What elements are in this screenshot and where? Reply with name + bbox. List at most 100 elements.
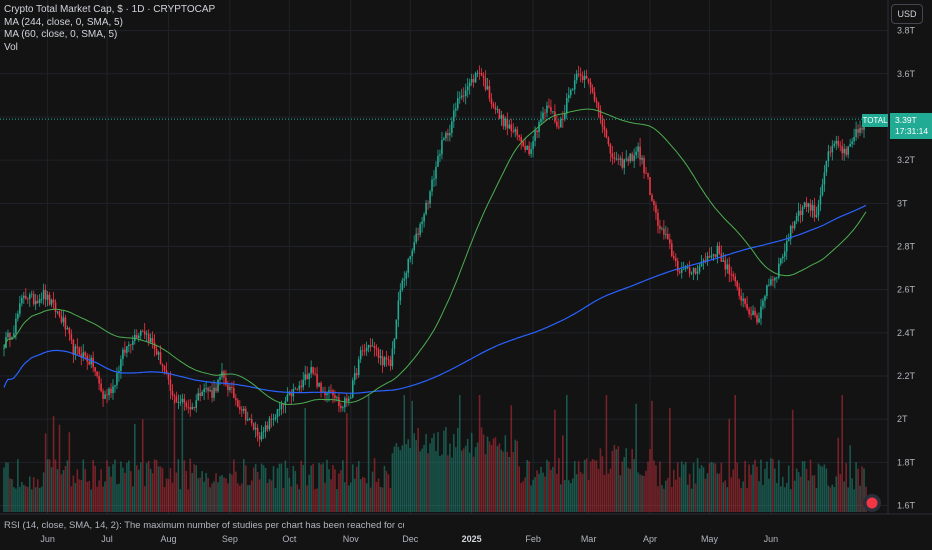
candle-body[interactable] [7, 332, 9, 338]
candle-body[interactable] [371, 345, 374, 347]
candle-body[interactable] [80, 354, 83, 358]
candle-body[interactable] [181, 398, 184, 402]
candle-body[interactable] [460, 95, 463, 98]
candle-body[interactable] [785, 240, 788, 252]
candle-body[interactable] [264, 425, 267, 432]
candle-body[interactable] [451, 121, 453, 134]
candle-body[interactable] [157, 352, 160, 355]
symbol-title[interactable]: Crypto Total Market Cap, $ · 1D · CRYPTO… [4, 4, 216, 15]
candle-body[interactable] [355, 373, 358, 376]
candle-body[interactable] [861, 127, 863, 130]
candle-body[interactable] [564, 113, 566, 120]
candle-body[interactable] [661, 228, 663, 230]
candle-body[interactable] [189, 407, 192, 410]
candle-body[interactable] [546, 105, 548, 113]
candle-body[interactable] [433, 178, 435, 180]
candle-body[interactable] [84, 352, 87, 356]
candle-body[interactable] [235, 398, 237, 401]
candle-body[interactable] [548, 105, 550, 108]
candle-body[interactable] [209, 390, 211, 392]
candle-body[interactable] [40, 298, 43, 300]
candle-body[interactable] [490, 98, 493, 105]
candle-body[interactable] [536, 130, 538, 133]
candle-body[interactable] [389, 359, 392, 367]
candle-body[interactable] [688, 267, 691, 274]
candle-body[interactable] [48, 294, 51, 305]
candle-body[interactable] [696, 271, 699, 274]
candle-body[interactable] [811, 205, 814, 211]
candle-body[interactable] [270, 418, 273, 420]
candle-body[interactable] [530, 149, 532, 155]
candle-body[interactable] [550, 107, 552, 112]
candle-body[interactable] [787, 239, 790, 241]
candle-body[interactable] [655, 205, 657, 213]
candle-body[interactable] [458, 97, 461, 99]
candle-body[interactable] [38, 299, 41, 303]
candle-body[interactable] [252, 423, 255, 430]
candle-body[interactable] [601, 119, 604, 127]
candle-body[interactable] [126, 346, 128, 353]
candle-body[interactable] [841, 146, 844, 154]
candle-body[interactable] [375, 348, 378, 350]
candle-body[interactable] [740, 295, 742, 301]
candle-body[interactable] [718, 245, 721, 254]
candle-body[interactable] [155, 349, 158, 355]
candle-body[interactable] [609, 144, 612, 154]
candle-body[interactable] [151, 338, 154, 343]
candle-body[interactable] [554, 111, 556, 122]
candle-body[interactable] [453, 110, 455, 122]
candle-body[interactable] [728, 264, 731, 275]
candle-body[interactable] [587, 78, 590, 83]
candle-body[interactable] [684, 267, 687, 269]
candle-body[interactable] [672, 256, 675, 259]
candle-body[interactable] [244, 408, 247, 421]
candle-body[interactable] [466, 86, 469, 91]
candle-body[interactable] [42, 290, 45, 299]
candle-body[interactable] [102, 391, 104, 399]
candle-body[interactable] [678, 271, 681, 273]
candle-body[interactable] [456, 98, 459, 109]
candle-body[interactable] [571, 89, 574, 91]
candle-body[interactable] [336, 397, 338, 399]
candle-body[interactable] [686, 267, 689, 269]
candle-body[interactable] [651, 194, 653, 201]
candle-body[interactable] [393, 338, 396, 349]
candle-body[interactable] [781, 256, 784, 259]
candle-body[interactable] [754, 310, 756, 316]
candle-body[interactable] [399, 289, 402, 301]
candle-body[interactable] [538, 122, 540, 133]
legend-ma60[interactable]: MA (60, close, 0, SMA, 5) [4, 29, 118, 40]
candle-body[interactable] [789, 225, 792, 240]
candle-body[interactable] [779, 258, 782, 264]
candle-body[interactable] [213, 387, 215, 398]
candle-body[interactable] [674, 258, 677, 262]
candle-body[interactable] [130, 344, 132, 346]
candle-body[interactable] [197, 393, 199, 401]
candle-body[interactable] [639, 146, 641, 160]
candle-body[interactable] [488, 86, 491, 99]
candle-body[interactable] [813, 205, 816, 217]
candle-body[interactable] [857, 129, 859, 133]
candle-body[interactable] [52, 299, 55, 303]
candle-body[interactable] [783, 251, 786, 257]
candle-body[interactable] [764, 295, 766, 301]
candle-body[interactable] [823, 172, 826, 185]
candle-body[interactable] [522, 141, 524, 147]
candle-body[interactable] [409, 256, 412, 260]
candle-body[interactable] [772, 279, 774, 281]
candle-body[interactable] [633, 155, 635, 161]
candle-body[interactable] [508, 124, 511, 129]
candle-body[interactable] [641, 157, 643, 160]
candle-body[interactable] [58, 311, 61, 316]
candle-body[interactable] [680, 269, 683, 273]
candle-body[interactable] [447, 132, 449, 136]
candle-body[interactable] [682, 268, 685, 270]
candle-body[interactable] [597, 102, 600, 111]
candle-body[interactable] [373, 345, 376, 349]
candle-body[interactable] [837, 140, 840, 146]
legend-vol[interactable]: Vol [4, 41, 18, 53]
candle-body[interactable] [607, 137, 610, 145]
candle-body[interactable] [504, 118, 507, 127]
candle-body[interactable] [300, 385, 303, 388]
